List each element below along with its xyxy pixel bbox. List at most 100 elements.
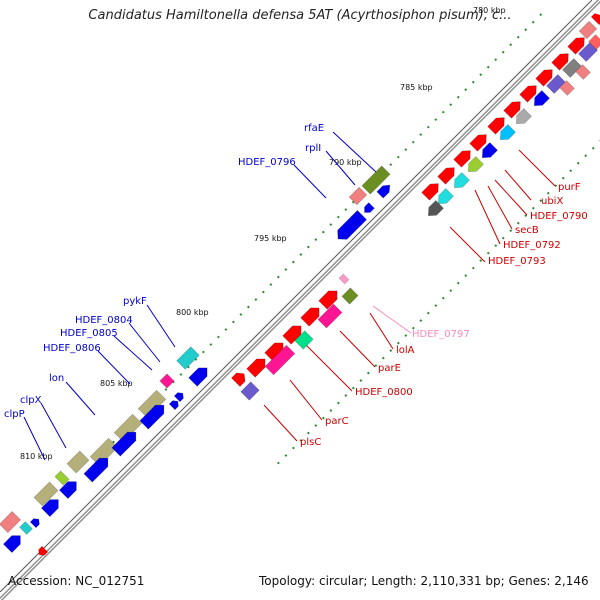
gene-label-hdef-0797[interactable]: HDEF_0797: [412, 329, 470, 340]
gene-salmon-2[interactable]: [588, 34, 600, 50]
gene-label-parc[interactable]: parC: [325, 416, 349, 427]
ruler-tick: [419, 133, 423, 137]
gene-blue-l2[interactable]: [111, 431, 137, 457]
gene-red-outer-9[interactable]: [421, 183, 439, 201]
gene-inner-4[interactable]: [515, 108, 532, 125]
gene-label-hdef-0796[interactable]: HDEF_0796: [238, 157, 296, 168]
gene-pykf[interactable]: [176, 346, 200, 370]
gene-green[interactable]: [294, 330, 314, 350]
gene-label-clpp[interactable]: clpP: [4, 409, 25, 420]
gene-label-ubix[interactable]: ubiX: [541, 196, 563, 207]
gene-lola[interactable]: [341, 287, 359, 305]
gene-label-hdef-0792[interactable]: HDEF_0792: [503, 240, 561, 251]
gene-hdef-0804[interactable]: [159, 373, 175, 389]
gene-red-outer-4[interactable]: [503, 101, 521, 119]
gene-rpli[interactable]: [348, 186, 368, 206]
gene-salmon-top[interactable]: [578, 20, 598, 40]
gene-label-plsc[interactable]: plsC: [300, 437, 321, 448]
ruler-tick: [576, 161, 580, 165]
ruler-tick: [231, 320, 235, 324]
gene-red-m6[interactable]: [231, 372, 246, 387]
ruler-tick: [344, 208, 348, 211]
gene-red-outer-2[interactable]: [535, 69, 553, 87]
ruler-tick: [389, 349, 393, 352]
gene-red-m3[interactable]: [282, 325, 302, 345]
gene-red-outer-3[interactable]: [519, 85, 537, 103]
gene-label-hdef-0805[interactable]: HDEF_0805: [60, 328, 118, 339]
gene-inner-3[interactable]: [533, 90, 550, 107]
ruler-tick: [531, 206, 535, 210]
gene-inner-9[interactable]: [437, 188, 454, 205]
gene-inner-7[interactable]: [467, 156, 484, 173]
gene-cyan-bl[interactable]: [19, 521, 33, 535]
gene-rfae[interactable]: [361, 165, 391, 195]
gene-blue-2[interactable]: [364, 202, 375, 213]
scale-label-780: 780 kbp: [473, 6, 506, 15]
gene-label-hdef-0790[interactable]: HDEF_0790: [530, 211, 588, 222]
gene-hdef-0806[interactable]: [168, 400, 179, 411]
gene-inner-1[interactable]: [562, 58, 582, 78]
gene-blue-l3[interactable]: [83, 457, 109, 483]
gene-label-pykf[interactable]: pykF: [123, 296, 147, 307]
gene-label-lon[interactable]: lon: [49, 373, 64, 384]
ruler-tick: [411, 140, 415, 144]
gene-hdef-0805[interactable]: [173, 392, 184, 403]
gene-label-hdef-0806[interactable]: HDEF_0806: [43, 343, 101, 354]
gene-red-outer-1[interactable]: [551, 53, 569, 71]
gene-blue-l4[interactable]: [58, 481, 77, 500]
gene-label-rpli[interactable]: rplI: [305, 143, 321, 154]
gene-label-secb[interactable]: secB: [515, 225, 539, 236]
gene-label-rfae[interactable]: rfaE: [304, 123, 324, 134]
gene-red-outer-7[interactable]: [453, 150, 471, 168]
gene-plsc[interactable]: [240, 381, 260, 401]
gene-inner-10[interactable]: [427, 200, 444, 217]
gene-inner-8[interactable]: [453, 172, 470, 189]
gene-salmon-4[interactable]: [559, 80, 575, 96]
gene-blue-bl[interactable]: [29, 518, 40, 529]
gene-hdef-0796[interactable]: [337, 209, 368, 240]
gene-label-purf[interactable]: purF: [558, 182, 581, 193]
gene-inner-2[interactable]: [546, 74, 566, 94]
gene-clpx[interactable]: [66, 450, 90, 474]
gene-lon[interactable]: [139, 404, 165, 430]
gene-blue-l5[interactable]: [40, 499, 59, 518]
ruler-tick: [224, 328, 228, 331]
gene-olive-5[interactable]: [33, 481, 59, 507]
gene-red-m1[interactable]: [318, 290, 338, 310]
ruler-tick: [539, 13, 543, 17]
gene-label-hdef-0800[interactable]: HDEF_0800: [355, 387, 413, 398]
ruler-tick: [539, 199, 543, 203]
gene-label-lola[interactable]: lolA: [396, 345, 415, 356]
scale-label-800: 800 kbp: [176, 308, 209, 317]
ruler-tick: [524, 28, 528, 32]
ruler-tick: [164, 388, 168, 391]
gene-red-outer-6[interactable]: [469, 134, 487, 152]
gene-red-outer-8[interactable]: [437, 167, 455, 185]
gene-red-bl[interactable]: [38, 545, 49, 556]
gene-clpp[interactable]: [54, 470, 70, 486]
gene-red-m2[interactable]: [300, 307, 320, 327]
blue-gene-labels: rfaE rplI HDEF_0796 pykF HDEF_0804 HDEF_…: [4, 123, 324, 420]
gene-label-clpx[interactable]: clpX: [20, 395, 42, 406]
gene-label-pare[interactable]: parE: [378, 363, 401, 374]
gene-red-outer-0[interactable]: [567, 37, 585, 55]
gene-hdef-0797[interactable]: [338, 273, 350, 285]
gene-label-hdef-0793[interactable]: HDEF_0793: [488, 256, 546, 267]
gene-red-outer-5[interactable]: [487, 117, 505, 135]
gene-label-hdef-0804[interactable]: HDEF_0804: [75, 315, 133, 326]
gene-blue-1[interactable]: [376, 184, 391, 199]
gene-pare[interactable]: [317, 303, 343, 329]
gene-blue-bl2[interactable]: [2, 535, 21, 554]
ruler-tick: [389, 163, 393, 167]
gene-inner-5[interactable]: [499, 124, 516, 141]
gene-inner-6[interactable]: [481, 142, 498, 159]
gene-salmon-3[interactable]: [575, 64, 591, 80]
ruler-tick: [336, 401, 340, 405]
gene-salmon-bl[interactable]: [0, 510, 22, 534]
gene-parc[interactable]: [264, 344, 296, 376]
gene-red-top[interactable]: [590, 13, 600, 26]
gene-red-m5[interactable]: [246, 358, 266, 378]
gene-blue-p[interactable]: [188, 367, 208, 387]
ruler-tick: [426, 311, 430, 315]
ruler-tick: [306, 245, 310, 249]
